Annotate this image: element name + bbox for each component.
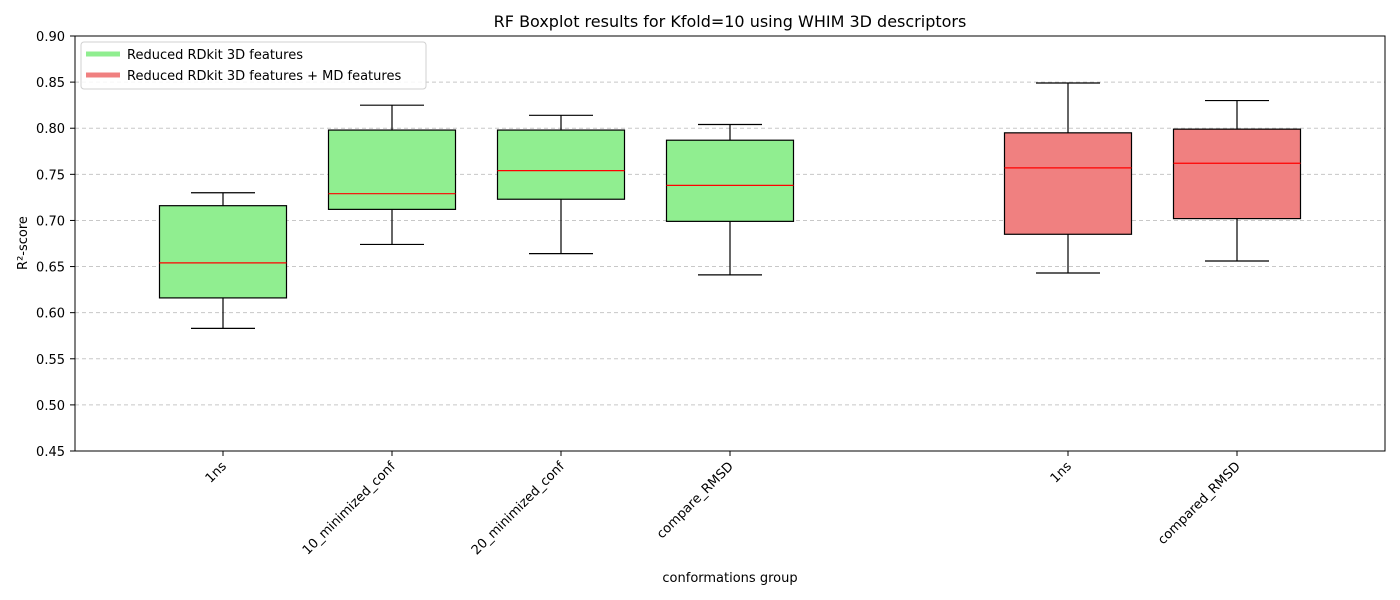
y-tick-label: 0.75 xyxy=(36,168,65,183)
box-1-2 xyxy=(327,104,457,246)
legend-label-2: Reduced RDkit 3D features + MD features xyxy=(127,69,401,84)
box-1-4 xyxy=(665,123,795,276)
x-axis: 1ns 10_minimized_conf 20_minimized_conf com… xyxy=(203,451,1244,558)
y-tick-label: 0.55 xyxy=(36,353,65,368)
y-tick-label: 0.50 xyxy=(36,399,65,414)
chart-title: RF Boxplot results for Kfold=10 using WH… xyxy=(494,12,967,31)
y-tick-label: 0.70 xyxy=(36,214,65,229)
y-tick-label: 0.85 xyxy=(36,76,65,91)
iqr-box xyxy=(327,129,457,210)
iqr-box xyxy=(1172,128,1302,220)
y-tick-label: 0.65 xyxy=(36,261,65,276)
x-tick-label: compare_RMSD xyxy=(654,459,737,542)
x-tick-label: 1ns xyxy=(203,459,230,486)
y-tick-label: 0.60 xyxy=(36,307,65,322)
iqr-box xyxy=(158,205,288,299)
y-axis-label: R²-score xyxy=(16,216,31,270)
legend-label-1: Reduced RDkit 3D features xyxy=(127,48,303,63)
box-layer xyxy=(158,82,1302,329)
box-2-1 xyxy=(1003,82,1133,274)
y-tick-label: 0.80 xyxy=(36,122,65,137)
legend: Reduced RDkit 3D features Reduced RDkit 3… xyxy=(80,41,427,90)
iqr-box xyxy=(496,129,626,200)
x-tick-label: 10_minimized_conf xyxy=(300,459,399,558)
legend-frame xyxy=(80,41,427,90)
y-tick-label: 0.90 xyxy=(36,30,65,45)
box-1-1 xyxy=(158,192,288,329)
x-tick-label: compared_RMSD xyxy=(1155,459,1244,548)
x-tick-label: 1ns xyxy=(1048,459,1075,486)
y-axis: 0.45 0.50 0.55 0.60 0.65 0.70 0.75 0.80 0.85 0.90 xyxy=(36,30,75,460)
iqr-box xyxy=(1003,132,1133,235)
box-2-2 xyxy=(1172,99,1302,262)
x-axis-label: conformations group xyxy=(662,571,797,586)
y-tick-label: 0.45 xyxy=(36,445,65,460)
box-1-3 xyxy=(496,114,626,255)
x-tick-label: 20_minimized_conf xyxy=(469,459,568,558)
iqr-box xyxy=(665,139,795,222)
